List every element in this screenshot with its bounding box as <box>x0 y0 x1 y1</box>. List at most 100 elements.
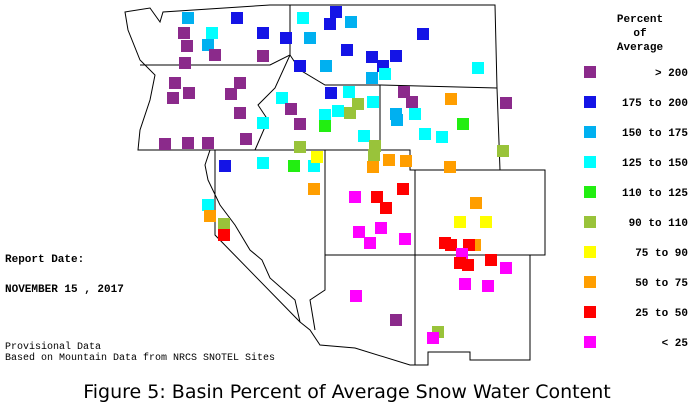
basin-marker <box>167 92 179 104</box>
basin-marker <box>297 12 309 24</box>
basin-marker <box>462 259 474 271</box>
basin-marker <box>383 154 395 166</box>
basin-marker <box>457 118 469 130</box>
basin-marker <box>202 39 214 51</box>
legend-swatch <box>584 186 596 198</box>
basin-marker <box>294 60 306 72</box>
note: Based on Mountain Data from NRCS SNOTEL … <box>5 352 275 364</box>
basin-marker <box>182 137 194 149</box>
legend-label: 90 to 110 <box>629 218 688 230</box>
basin-marker <box>419 128 431 140</box>
basin-marker <box>470 197 482 209</box>
basin-marker <box>341 44 353 56</box>
basin-marker <box>209 49 221 61</box>
basin-marker <box>325 87 337 99</box>
basin-marker <box>294 118 306 130</box>
legend-label: 75 to 90 <box>635 248 688 260</box>
basin-marker <box>349 191 361 203</box>
basin-marker <box>178 27 190 39</box>
legend-swatch <box>584 276 596 288</box>
basin-marker <box>500 262 512 274</box>
legend-label: 175 to 200 <box>622 98 688 110</box>
basin-marker <box>319 120 331 132</box>
basin-marker <box>183 87 195 99</box>
basin-marker <box>454 216 466 228</box>
basin-marker <box>344 107 356 119</box>
basin-marker <box>409 108 421 120</box>
legend-label: 50 to 75 <box>635 278 688 290</box>
basin-marker <box>182 12 194 24</box>
basin-marker <box>288 160 300 172</box>
basin-marker <box>366 72 378 84</box>
basin-marker <box>444 161 456 173</box>
basin-marker <box>366 51 378 63</box>
legend-swatch <box>584 336 596 348</box>
basin-marker <box>459 278 471 290</box>
basin-marker <box>320 60 332 72</box>
legend-label: 150 to 175 <box>622 128 688 140</box>
basin-marker <box>204 210 216 222</box>
legend-swatch <box>584 66 596 78</box>
legend-label: 125 to 150 <box>622 158 688 170</box>
basin-marker <box>391 114 403 126</box>
basin-markers <box>159 6 512 344</box>
basin-marker <box>436 131 448 143</box>
basin-marker <box>367 96 379 108</box>
basin-marker <box>482 280 494 292</box>
basin-marker <box>159 138 171 150</box>
basin-marker <box>276 92 288 104</box>
basin-marker <box>343 86 355 98</box>
basin-marker <box>472 62 484 74</box>
basin-marker <box>257 27 269 39</box>
legend-title: of <box>633 28 647 40</box>
basin-marker <box>257 50 269 62</box>
basin-marker <box>439 237 451 249</box>
legend-swatch <box>584 126 596 138</box>
basin-marker <box>311 151 323 163</box>
basin-marker <box>202 137 214 149</box>
basin-marker <box>380 202 392 214</box>
basin-marker <box>368 149 380 161</box>
legend: Percent of Average > 200 175 to 200 150 to… <box>584 14 688 350</box>
basin-marker <box>353 226 365 238</box>
basin-marker <box>324 18 336 30</box>
basin-marker <box>375 222 387 234</box>
basin-marker <box>497 145 509 157</box>
note: Provisional Data <box>5 341 101 353</box>
basin-marker <box>379 68 391 80</box>
basin-marker <box>330 6 342 18</box>
basin-marker <box>257 157 269 169</box>
legend-swatch <box>584 216 596 228</box>
legend-swatch <box>584 156 596 168</box>
basin-marker <box>218 218 230 230</box>
basin-marker <box>485 254 497 266</box>
basin-marker <box>181 40 193 52</box>
basin-marker <box>219 160 231 172</box>
basin-marker <box>319 109 331 121</box>
basin-marker <box>406 96 418 108</box>
basin-marker <box>206 27 218 39</box>
basin-marker <box>231 12 243 24</box>
legend-swatch <box>584 96 596 108</box>
basin-marker <box>332 105 344 117</box>
legend-label: 25 to 50 <box>635 308 688 320</box>
report-label: Report Date: <box>5 254 84 266</box>
basin-marker <box>257 117 269 129</box>
legend-swatch <box>584 306 596 318</box>
basin-marker <box>427 332 439 344</box>
basin-marker <box>500 97 512 109</box>
basin-marker <box>398 86 410 98</box>
legend-swatch <box>584 246 596 258</box>
report-date: NOVEMBER 15 , 2017 <box>5 284 124 296</box>
basin-marker <box>179 57 191 69</box>
legend-label: > 200 <box>655 68 688 80</box>
basin-marker <box>350 290 362 302</box>
basin-marker <box>397 183 409 195</box>
legend-title: Percent <box>617 14 663 26</box>
basin-marker <box>218 229 230 241</box>
basin-marker <box>280 32 292 44</box>
basin-marker <box>399 233 411 245</box>
basin-marker <box>234 77 246 89</box>
